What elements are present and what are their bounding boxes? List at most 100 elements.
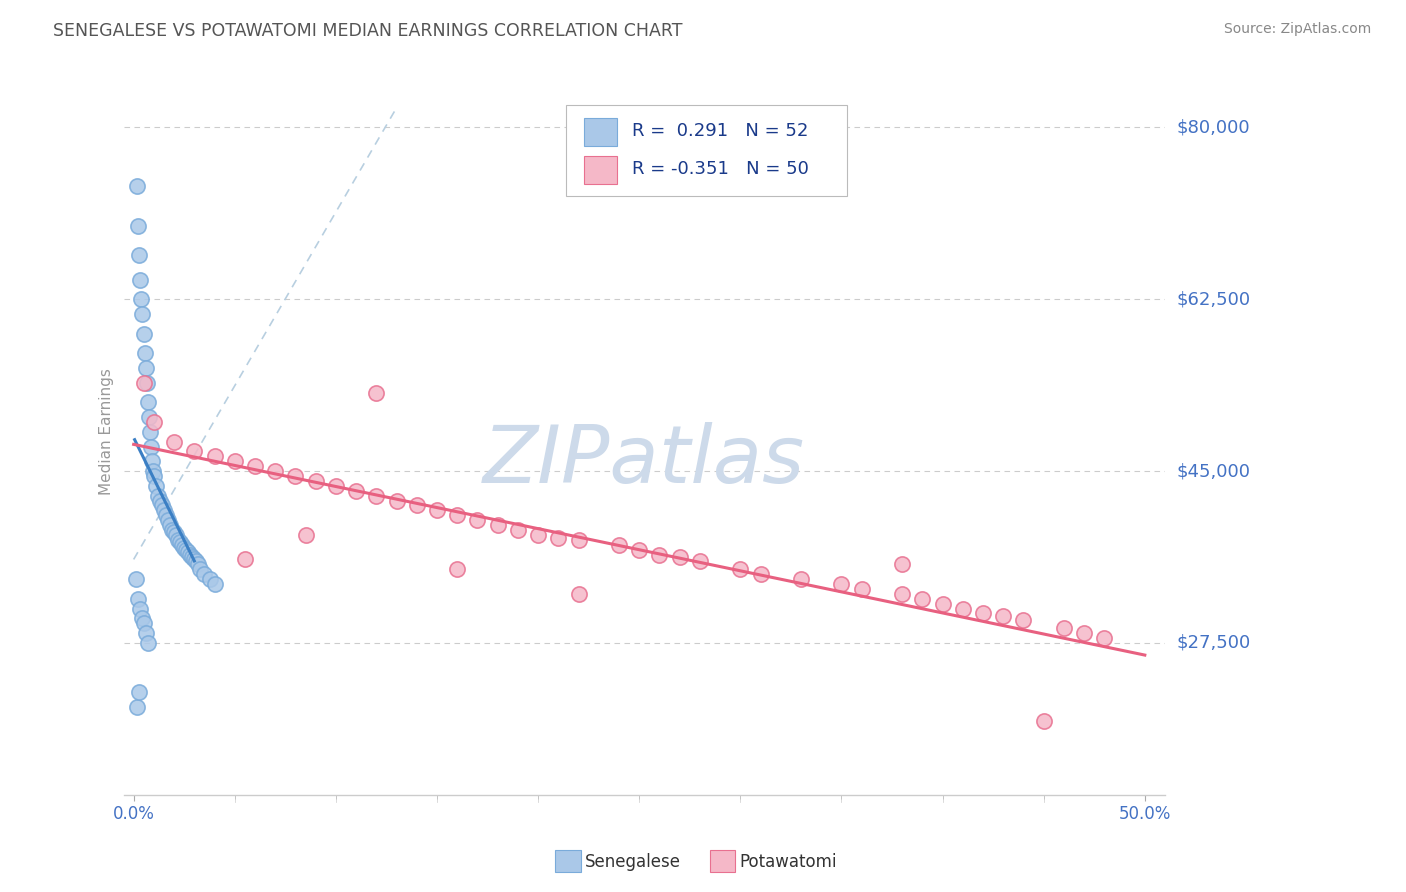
Point [972,607,994,621]
Point [174,542,197,557]
Point [187,558,209,572]
Point [648,548,671,562]
Point [146,489,169,503]
Point [138,410,160,425]
Point [124,572,146,586]
Point [136,636,159,650]
Point [142,415,165,429]
Point [127,219,149,233]
Text: $27,500: $27,500 [1177,634,1250,652]
Point [467,513,489,527]
Point [134,346,156,360]
Point [366,489,388,503]
Point [426,503,449,517]
Text: Potawatomi: Potawatomi [740,853,837,871]
Point [167,533,190,547]
Point [446,562,468,576]
Point [135,626,157,640]
Point [132,616,155,631]
Point [1073,626,1095,640]
Point [1032,714,1054,729]
Point [325,479,347,493]
Point [135,376,157,390]
Text: Source: ZipAtlas.com: Source: ZipAtlas.com [1223,22,1371,37]
Point [689,554,711,568]
Point [157,513,180,527]
Point [127,591,149,606]
Point [911,591,934,606]
Point [952,601,974,615]
Point [145,479,167,493]
Point [567,587,589,601]
Point [135,361,157,376]
Point [243,459,266,474]
Text: $80,000: $80,000 [1177,119,1250,136]
Point [446,508,468,523]
Point [931,597,953,611]
Text: R =  0.291   N = 52: R = 0.291 N = 52 [631,122,808,140]
Point [183,552,205,566]
Point [128,248,150,262]
Point [163,524,186,539]
Point [233,552,256,566]
Point [344,483,367,498]
Point [155,508,177,523]
Point [486,518,509,533]
Point [128,685,150,699]
Bar [583,119,617,146]
Point [172,538,194,552]
Point [163,434,186,449]
Point [1053,621,1076,635]
Point [385,493,408,508]
Point [284,469,307,483]
Point [142,464,165,478]
Point [131,307,153,321]
Text: SENEGALESE VS POTAWATOMI MEDIAN EARNINGS CORRELATION CHART: SENEGALESE VS POTAWATOMI MEDIAN EARNINGS… [53,22,683,40]
Text: R = -0.351   N = 50: R = -0.351 N = 50 [631,160,808,178]
Point [177,544,200,558]
Point [128,272,150,286]
Point [169,534,191,549]
Point [200,572,222,586]
Point [149,493,172,508]
Point [128,601,150,615]
Point [165,528,187,542]
Text: $45,000: $45,000 [1177,462,1250,480]
Point [131,611,153,625]
Point [136,395,159,409]
Point [567,533,589,547]
Point [749,567,772,582]
Bar [583,156,617,184]
Point [294,528,316,542]
Point [139,425,162,439]
Point [125,699,148,714]
Point [851,582,873,596]
Point [891,587,914,601]
FancyBboxPatch shape [567,105,848,195]
Point [366,385,388,400]
Point [1012,613,1035,627]
Point [730,562,752,576]
Point [993,609,1015,624]
Point [668,550,690,565]
Text: ZIPatlas: ZIPatlas [484,422,806,500]
Point [159,518,181,533]
Text: Senegalese: Senegalese [585,853,681,871]
Point [139,440,162,454]
Point [204,577,226,591]
Y-axis label: Median Earnings: Median Earnings [100,368,114,495]
Point [173,541,195,555]
Point [186,554,208,568]
Point [132,326,155,341]
Point [405,499,427,513]
Text: $62,500: $62,500 [1177,290,1250,309]
Point [193,567,215,582]
Point [547,531,569,545]
Point [142,469,165,483]
Point [628,542,651,557]
Point [190,562,212,576]
Point [830,577,852,591]
Point [1092,631,1115,645]
Point [129,292,152,306]
Point [160,523,183,537]
